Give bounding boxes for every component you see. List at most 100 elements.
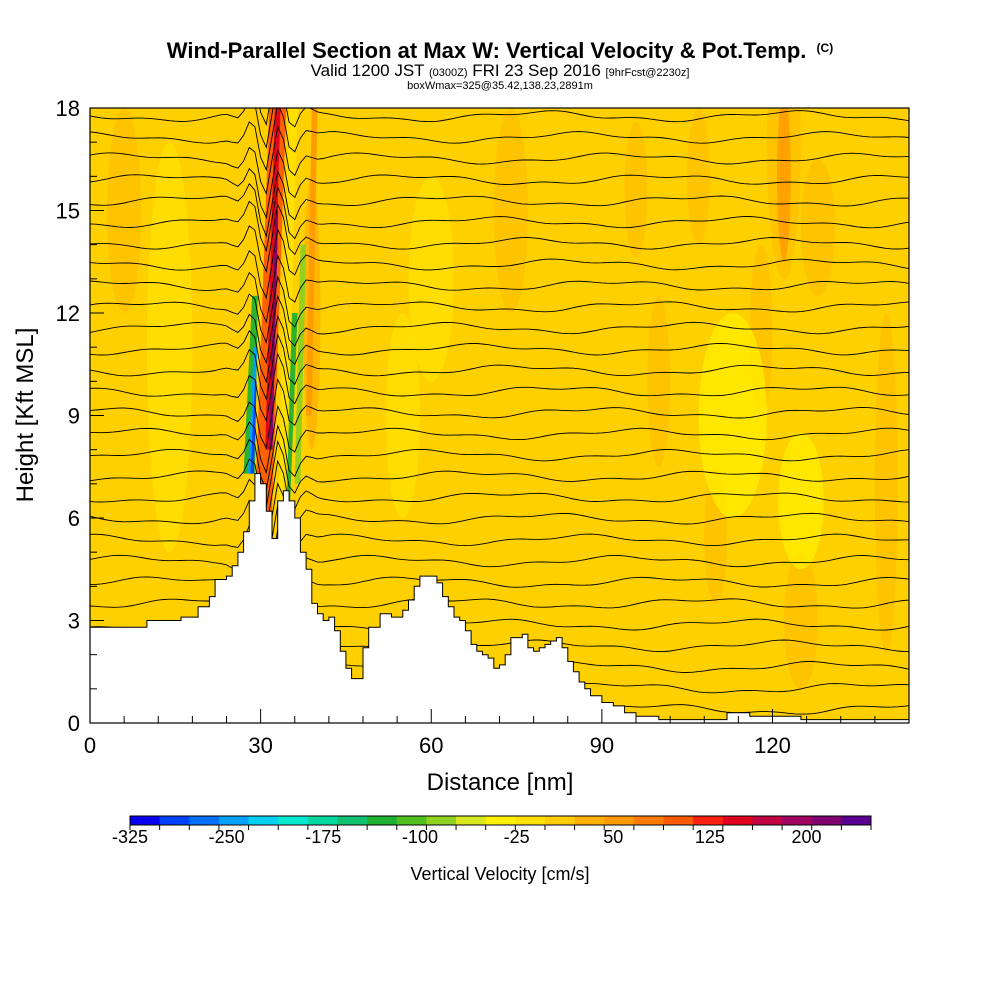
chart-title-text: Wind-Parallel Section at Max W: Vertical… — [167, 38, 807, 63]
velocity-cell — [800, 159, 836, 296]
colorbar-tick-label: 200 — [792, 827, 822, 847]
colorbar-tick-label: -175 — [305, 827, 341, 847]
y-tick-label: 18 — [56, 96, 80, 121]
theta-contour — [90, 352, 909, 423]
theta-contour — [90, 459, 909, 530]
theta-contour — [90, 185, 909, 253]
velocity-cell — [146, 142, 193, 553]
colorbar-swatch — [574, 816, 605, 825]
colorbar-swatch — [515, 816, 546, 825]
theta-contour — [90, 481, 909, 552]
colorbar-swatch — [337, 816, 368, 825]
velocity-cell — [698, 313, 767, 518]
colorbar-swatch — [811, 816, 842, 825]
velocity-band — [250, 381, 257, 474]
colorbar-swatch — [633, 816, 665, 825]
colorbar-swatch — [426, 816, 457, 825]
velocity-cell — [408, 176, 454, 382]
colorbar-tick-label: 125 — [695, 827, 725, 847]
theta-contour — [90, 404, 909, 475]
velocity-cell — [493, 108, 528, 313]
theta-contour — [90, 294, 909, 365]
colorbar-swatch — [396, 816, 427, 825]
chart-subtitle2: boxWmax=325@35.42,138.23,2891m — [407, 80, 593, 92]
velocity-cell — [385, 313, 420, 518]
theta-contour — [90, 528, 909, 599]
colorbar-swatch — [693, 816, 724, 825]
colorbar-swatch — [752, 816, 783, 825]
theta-contour — [90, 314, 909, 384]
colorbar-swatch — [456, 816, 487, 825]
theta-contour — [90, 254, 909, 324]
colorbar-swatch — [248, 816, 279, 825]
colorbar: -325 -250 -175 -100 -25 50 125 200 — [112, 815, 872, 847]
x-tick-label: 120 — [754, 733, 791, 758]
colorbar-swatch — [663, 816, 694, 825]
theta-contour — [90, 332, 909, 401]
theta-contour — [90, 108, 909, 172]
velocity-cell — [624, 121, 648, 259]
theta-contour — [90, 275, 909, 344]
theta-contour — [90, 108, 909, 150]
y-tick-label: 3 — [68, 609, 80, 634]
y-tick-label: 6 — [68, 506, 80, 531]
theta-contour — [90, 504, 909, 574]
colorbar-swatch — [485, 816, 516, 825]
terrain — [90, 473, 909, 723]
y-tick-label: 15 — [56, 199, 80, 224]
theta-contour — [90, 424, 909, 492]
theta-contour — [90, 169, 909, 238]
chart-title-units: (C) — [817, 41, 834, 55]
y-tick-label: 12 — [56, 301, 80, 326]
x-axis: 0 30 60 90 120 — [84, 709, 910, 758]
velocity-cell — [783, 552, 818, 689]
subtitle-utc: (0300Z) — [429, 67, 468, 79]
colorbar-label: Vertical Velocity [cm/s] — [410, 864, 589, 884]
x-tick-label: 30 — [248, 733, 272, 758]
subtitle-fcst: [9hrFcst@2230z] — [606, 67, 690, 79]
y-tick-label: 9 — [68, 404, 80, 429]
y-axis-label: Height [Kft MSL] — [12, 328, 39, 503]
velocity-cell — [647, 295, 671, 467]
y-tick-label: 0 — [68, 711, 80, 736]
colorbar-tick-label: -100 — [402, 827, 438, 847]
colorbar-tick-label: 50 — [603, 827, 623, 847]
velocity-band — [248, 347, 258, 474]
colorbar-tick-label: -250 — [209, 827, 245, 847]
colorbar-swatch — [782, 816, 813, 825]
x-tick-label: 60 — [419, 733, 443, 758]
colorbar-swatch — [218, 816, 250, 825]
velocity-cell — [778, 432, 824, 570]
colorbar-swatch — [544, 816, 576, 825]
velocity-band — [294, 244, 307, 484]
colorbar-tick-label: -25 — [504, 827, 530, 847]
colorbar-swatch — [278, 816, 309, 825]
velocity-band — [306, 108, 318, 416]
theta-contour — [90, 228, 909, 300]
colorbar-swatch — [841, 816, 872, 825]
chart-title: Wind-Parallel Section at Max W: Vertical… — [167, 38, 833, 63]
colorbar-swatch — [722, 816, 753, 825]
colorbar-frame — [129, 815, 872, 826]
theta-contour — [90, 202, 909, 273]
y-axis: 0 3 6 9 12 15 18 — [56, 96, 104, 736]
x-axis-label: Distance [nm] — [427, 769, 574, 796]
colorbar-swatch — [367, 816, 398, 825]
theta-contour — [90, 124, 909, 196]
colorbar-swatch — [604, 816, 635, 825]
theta-contour — [90, 439, 909, 509]
theta-contour — [90, 148, 909, 220]
colorbar-swatch — [159, 816, 190, 825]
colorbar-swatch — [189, 816, 220, 825]
velocity-cell — [874, 313, 898, 655]
colorbar-tick-label: -325 — [112, 827, 148, 847]
plot-area — [90, 108, 909, 723]
theta-contour — [90, 377, 909, 450]
chart-subtitle: Valid 1200 JST (0300Z) FRI 23 Sep 2016 [… — [311, 61, 690, 80]
velocity-cell — [107, 108, 142, 313]
subtitle-valid: Valid 1200 JST — [311, 61, 425, 80]
colorbar-swatch — [307, 816, 338, 825]
velocity-cell — [777, 108, 791, 262]
x-tick-label: 90 — [590, 733, 614, 758]
